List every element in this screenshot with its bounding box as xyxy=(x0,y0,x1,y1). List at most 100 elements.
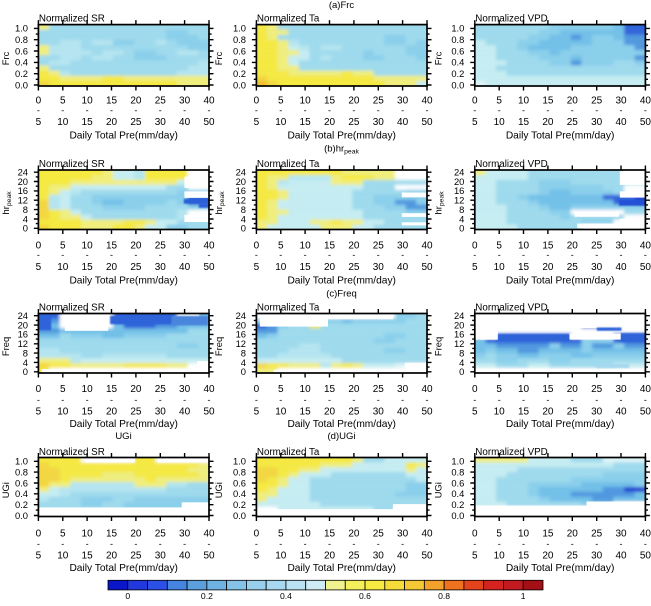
svg-text:16: 16 xyxy=(18,329,28,340)
svg-text:4: 4 xyxy=(459,213,464,224)
svg-text:-: - xyxy=(208,105,211,115)
svg-text:-: - xyxy=(595,539,598,549)
svg-text:50: 50 xyxy=(203,551,215,562)
svg-text:0: 0 xyxy=(36,384,42,395)
svg-text:-: - xyxy=(134,395,137,405)
svg-text:0: 0 xyxy=(36,96,42,107)
svg-text:25: 25 xyxy=(155,241,167,252)
svg-text:5: 5 xyxy=(60,528,66,539)
svg-text:10: 10 xyxy=(82,528,94,539)
svg-text:25: 25 xyxy=(130,262,142,273)
svg-text:24: 24 xyxy=(454,167,464,178)
svg-text:30: 30 xyxy=(179,96,191,107)
svg-text:10: 10 xyxy=(82,96,94,107)
svg-text:Daily Total Pre(mm/day): Daily Total Pre(mm/day) xyxy=(506,130,615,141)
svg-text:-: - xyxy=(595,105,598,115)
svg-text:1.0: 1.0 xyxy=(233,23,246,34)
svg-text:-: - xyxy=(571,395,574,405)
svg-text:0.8: 0.8 xyxy=(451,466,464,477)
svg-text:-: - xyxy=(159,539,162,549)
svg-text:-: - xyxy=(498,395,501,405)
svg-text:5: 5 xyxy=(278,96,284,107)
svg-text:Daily Total Pre(mm/day): Daily Total Pre(mm/day) xyxy=(69,419,178,430)
svg-text:Normalized VPD: Normalized VPD xyxy=(475,159,547,170)
svg-text:0.6: 0.6 xyxy=(451,45,464,56)
svg-text:15: 15 xyxy=(82,407,94,418)
svg-text:16: 16 xyxy=(454,329,464,340)
svg-text:15: 15 xyxy=(300,262,312,273)
svg-text:0.0: 0.0 xyxy=(15,79,28,90)
svg-text:50: 50 xyxy=(640,262,651,273)
svg-text:1.0: 1.0 xyxy=(451,456,464,467)
svg-text:-: - xyxy=(37,105,40,115)
svg-text:20: 20 xyxy=(542,262,554,273)
svg-text:-: - xyxy=(498,250,501,260)
svg-text:30: 30 xyxy=(155,407,167,418)
svg-text:5: 5 xyxy=(472,117,478,128)
svg-text:-: - xyxy=(546,250,549,260)
svg-text:-: - xyxy=(377,395,380,405)
svg-text:20: 20 xyxy=(236,319,246,330)
svg-text:8: 8 xyxy=(459,204,464,215)
svg-text:15: 15 xyxy=(106,384,118,395)
svg-text:15: 15 xyxy=(542,384,554,395)
svg-text:-: - xyxy=(255,395,258,405)
svg-text:0.6: 0.6 xyxy=(233,45,246,56)
svg-text:15: 15 xyxy=(82,117,94,128)
svg-text:25: 25 xyxy=(348,551,360,562)
svg-text:40: 40 xyxy=(397,262,409,273)
svg-text:10: 10 xyxy=(275,407,287,418)
svg-text:Frc: Frc xyxy=(0,51,11,65)
svg-text:-: - xyxy=(546,105,549,115)
svg-text:-: - xyxy=(61,395,64,405)
svg-text:Normalized VPD: Normalized VPD xyxy=(475,14,547,25)
svg-text:-: - xyxy=(279,539,282,549)
svg-text:4: 4 xyxy=(241,357,246,368)
svg-text:20: 20 xyxy=(348,384,360,395)
svg-text:0.2: 0.2 xyxy=(451,68,464,79)
svg-text:40: 40 xyxy=(203,384,215,395)
svg-text:15: 15 xyxy=(518,262,530,273)
svg-text:10: 10 xyxy=(57,407,69,418)
svg-text:30: 30 xyxy=(397,528,409,539)
svg-text:0.8: 0.8 xyxy=(438,591,450,601)
svg-text:-: - xyxy=(183,250,186,260)
svg-text:5: 5 xyxy=(60,384,66,395)
svg-text:25: 25 xyxy=(567,551,579,562)
svg-text:15: 15 xyxy=(518,117,530,128)
svg-text:5: 5 xyxy=(36,262,42,273)
svg-text:15: 15 xyxy=(324,384,336,395)
svg-text:30: 30 xyxy=(373,117,385,128)
svg-text:25: 25 xyxy=(130,117,142,128)
svg-text:-: - xyxy=(473,250,476,260)
svg-text:25: 25 xyxy=(130,407,142,418)
svg-text:20: 20 xyxy=(324,117,336,128)
svg-text:0.4: 0.4 xyxy=(233,488,246,499)
svg-text:15: 15 xyxy=(324,96,336,107)
svg-text:-: - xyxy=(304,395,307,405)
svg-text:15: 15 xyxy=(106,528,118,539)
svg-text:-: - xyxy=(110,250,113,260)
svg-text:0.0: 0.0 xyxy=(15,510,28,521)
svg-text:20: 20 xyxy=(130,384,142,395)
svg-text:20: 20 xyxy=(567,241,579,252)
svg-text:0.8: 0.8 xyxy=(15,34,28,45)
svg-text:40: 40 xyxy=(397,551,409,562)
svg-text:10: 10 xyxy=(494,407,506,418)
svg-text:10: 10 xyxy=(300,384,312,395)
svg-text:25: 25 xyxy=(373,384,385,395)
svg-text:40: 40 xyxy=(615,407,627,418)
svg-text:0.6: 0.6 xyxy=(451,477,464,488)
svg-text:0.2: 0.2 xyxy=(201,591,213,601)
svg-text:0: 0 xyxy=(254,241,260,252)
svg-text:10: 10 xyxy=(57,262,69,273)
svg-text:Normalized SR: Normalized SR xyxy=(39,159,105,170)
svg-text:Daily Total Pre(mm/day): Daily Total Pre(mm/day) xyxy=(69,563,178,574)
svg-text:25: 25 xyxy=(567,117,579,128)
svg-text:0.0: 0.0 xyxy=(451,510,464,521)
svg-text:30: 30 xyxy=(155,262,167,273)
svg-text:15: 15 xyxy=(542,528,554,539)
svg-text:1.0: 1.0 xyxy=(451,23,464,34)
svg-text:Normalized Ta: Normalized Ta xyxy=(257,14,320,25)
svg-text:-: - xyxy=(134,105,137,115)
